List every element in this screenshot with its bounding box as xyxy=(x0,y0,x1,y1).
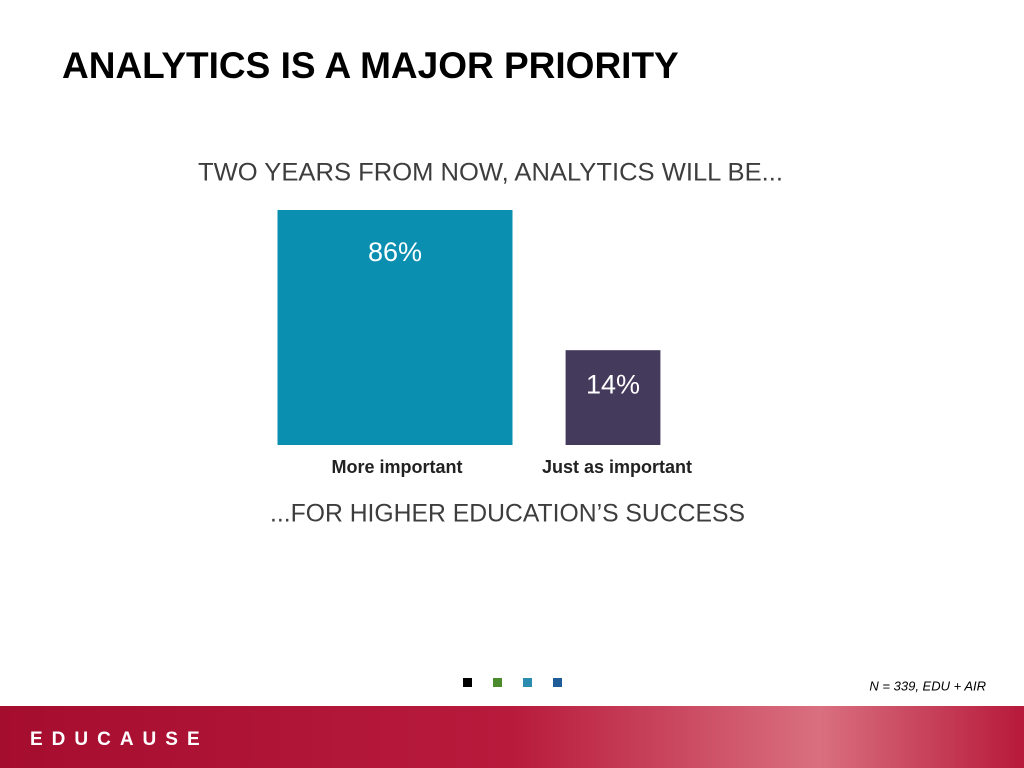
value-label: 86% xyxy=(368,237,422,267)
x-tick-label: More important xyxy=(331,457,462,477)
slide-title: ANALYTICS IS A MAJOR PRIORITY xyxy=(62,45,679,86)
chart-title: TWO YEARS FROM NOW, ANALYTICS WILL BE... xyxy=(198,159,783,187)
x-tick-label: Just as important xyxy=(542,457,692,477)
source-note: N = 339, EDU + AIR xyxy=(869,678,986,693)
x-axis-label: ...FOR HIGHER EDUCATION’S SUCCESS xyxy=(270,500,745,528)
decor-squares xyxy=(463,678,562,687)
bar xyxy=(277,210,513,445)
footer-band xyxy=(0,706,1024,768)
value-label: 14% xyxy=(586,369,640,399)
plot: 86% More important 14% Just as important xyxy=(277,210,692,477)
brand-logo: EDUCAUSE xyxy=(30,729,209,750)
bar xyxy=(565,350,661,445)
